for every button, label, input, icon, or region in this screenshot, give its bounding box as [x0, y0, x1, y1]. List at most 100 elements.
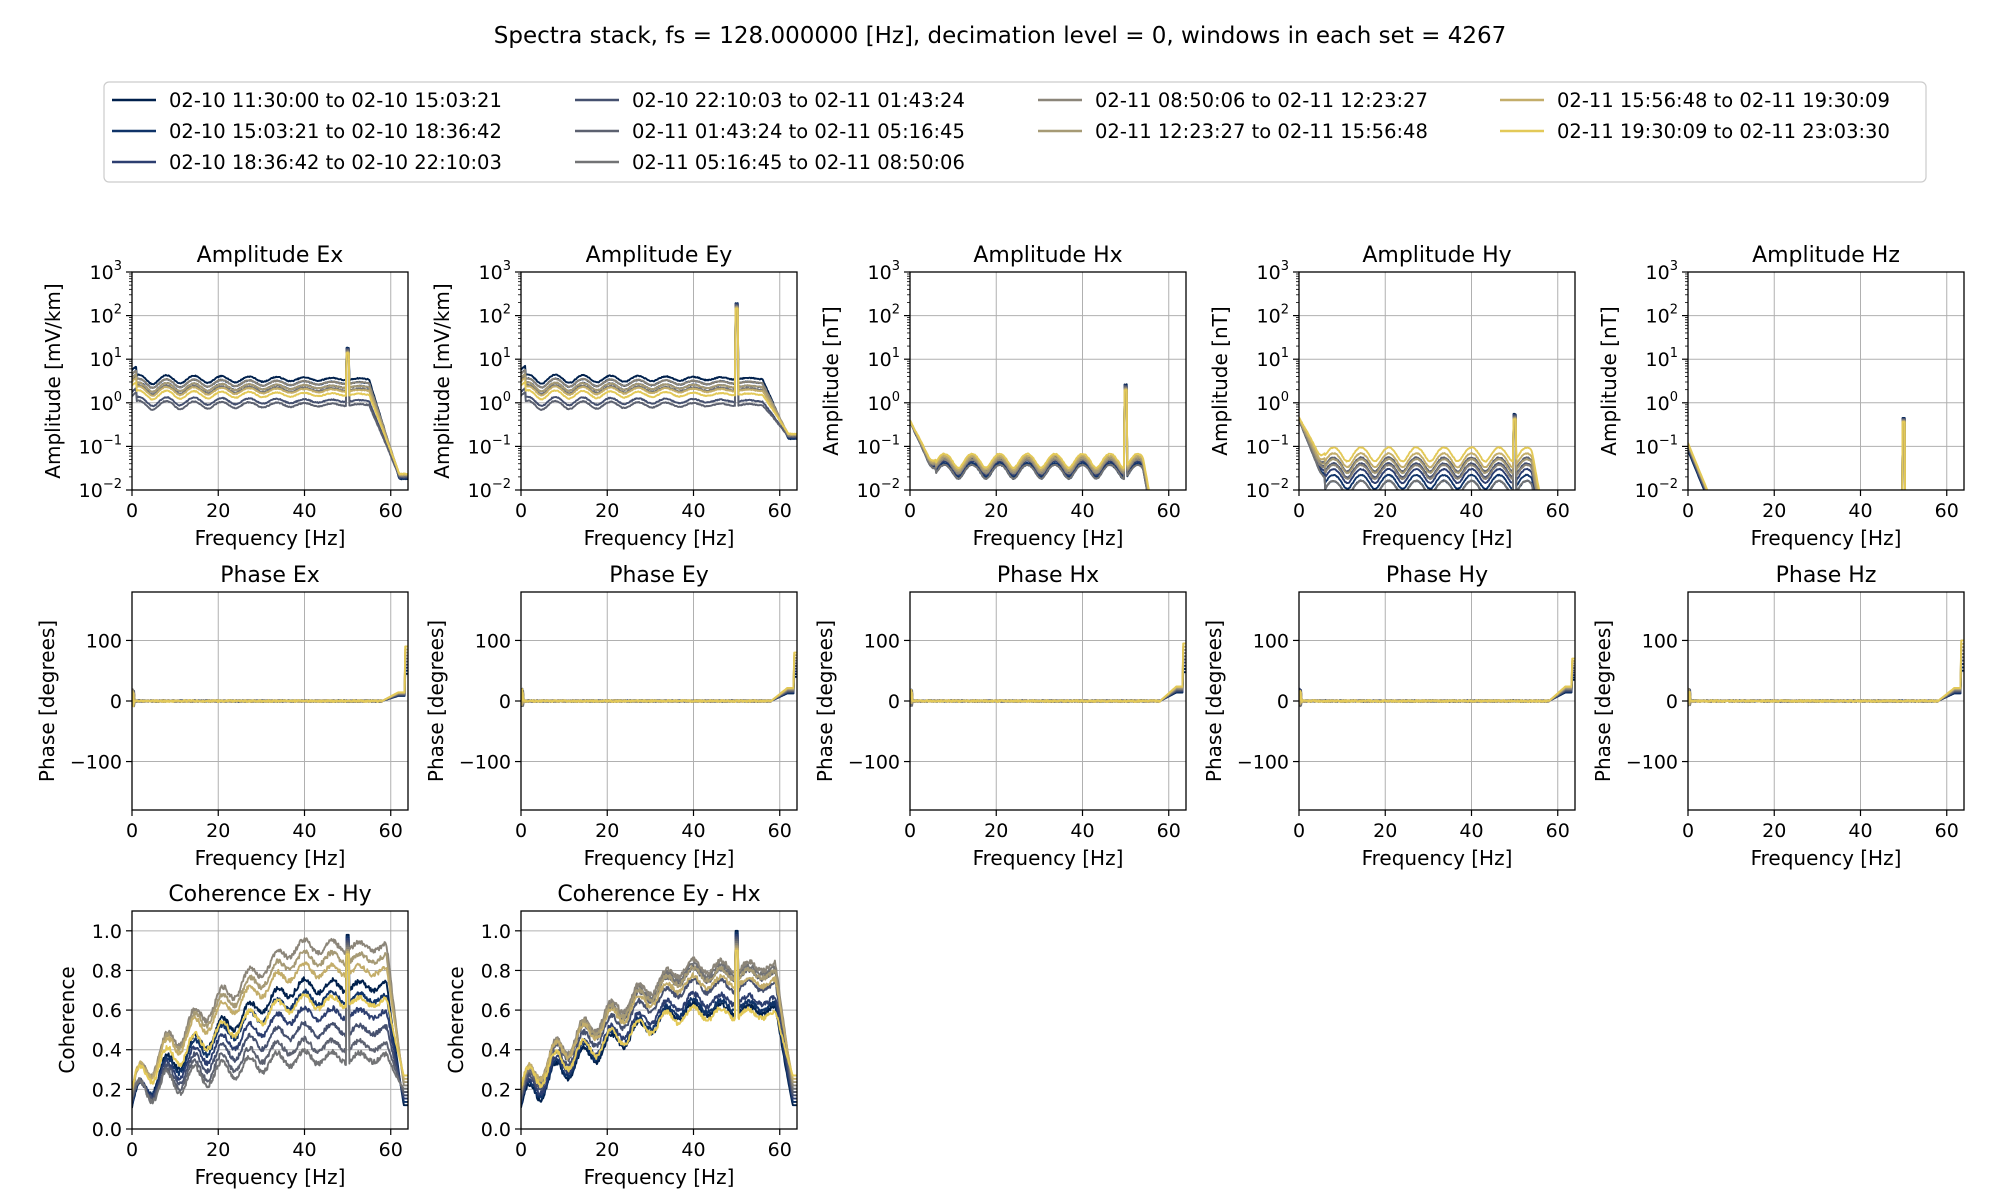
series-line	[1299, 415, 1534, 490]
series-line	[1688, 646, 1964, 704]
x-tick-label: 20	[1373, 500, 1397, 522]
series-line	[521, 667, 797, 703]
series-line	[910, 652, 1186, 703]
legend: 02-10 11:30:00 to 02-10 15:03:21 02-10 15…	[103, 81, 1927, 183]
series-line	[1688, 666, 1964, 706]
series-line	[521, 304, 797, 438]
series-line	[1688, 656, 1964, 707]
series-line	[910, 642, 1186, 703]
y-tick-label: 10−1	[79, 433, 122, 458]
y-tick-label: 102	[1646, 303, 1678, 328]
y-axis-label: Phase [degrees]	[35, 620, 59, 782]
x-tick-label: 60	[379, 500, 403, 522]
series-line	[1299, 660, 1575, 705]
x-axis-label: Frequency [Hz]	[1362, 846, 1513, 870]
series-line	[132, 944, 408, 1105]
series-line	[132, 347, 408, 480]
panel-coh_exhy: 0 20 40 60 0.0 0.2 0.4 0.6 0.8 1.0 Coherence Ex - …	[55, 882, 409, 1189]
legend-entry: 02-11 12:23:27 to 02-11 15:56:48	[1095, 120, 1428, 143]
series-line	[521, 932, 797, 1106]
x-axis-label: Frequency [Hz]	[973, 846, 1124, 870]
panel-title: Coherence Ex - Hy	[168, 882, 371, 907]
x-tick-label: 40	[1459, 820, 1483, 842]
series-line	[521, 307, 797, 436]
x-tick-label: 40	[681, 1139, 705, 1161]
legend-frame	[103, 81, 1927, 183]
series-line	[910, 648, 1186, 704]
y-tick-label: 101	[868, 346, 900, 371]
y-axis-label: Amplitude [mV/km]	[41, 283, 65, 478]
x-tick-label: 0	[1682, 500, 1694, 522]
y-axis-label: Phase [degrees]	[1591, 620, 1615, 782]
series-line	[521, 936, 797, 1102]
x-tick-label: 40	[1848, 820, 1872, 842]
x-tick-label: 40	[292, 1139, 316, 1161]
series-line	[1299, 416, 1537, 490]
y-tick-label: 100	[1257, 390, 1289, 415]
series-lines	[1299, 412, 1541, 490]
series-line	[521, 947, 797, 1090]
panel-title: Phase Ex	[220, 563, 320, 588]
series-line	[132, 348, 408, 479]
series-line	[521, 656, 797, 707]
series-line	[1688, 420, 1906, 490]
series-line	[1688, 418, 1906, 490]
series-line	[132, 351, 408, 476]
series-line	[910, 664, 1186, 706]
series-lines	[132, 645, 408, 708]
x-axis-label: Frequency [Hz]	[973, 526, 1124, 550]
x-tick-label: 0	[515, 1139, 527, 1161]
series-line	[521, 302, 797, 441]
legend-entry: 02-11 05:16:45 to 02-11 08:50:06	[632, 151, 965, 174]
legend-entry: 02-11 08:50:06 to 02-11 12:23:27	[1095, 89, 1428, 112]
y-tick-label: 1.0	[92, 921, 122, 943]
axes-frame	[131, 910, 409, 1130]
x-tick-label: 20	[984, 500, 1008, 522]
axes-frame	[1298, 271, 1576, 491]
y-tick-label: 103	[1646, 259, 1678, 284]
series-line	[1688, 663, 1964, 703]
y-tick-label: 100	[475, 630, 511, 652]
series-line	[1688, 418, 1906, 490]
series-line	[1688, 649, 1964, 705]
panel-title: Phase Hz	[1776, 563, 1877, 588]
x-tick-label: 40	[681, 820, 705, 842]
x-tick-label: 0	[1682, 820, 1694, 842]
series-line	[132, 940, 408, 1102]
axes-frame	[520, 910, 798, 1130]
y-tick-label: 103	[90, 259, 122, 284]
series-line	[521, 934, 797, 1104]
series-line	[521, 665, 797, 703]
series-line	[1688, 417, 1906, 490]
x-tick-label: 20	[595, 500, 619, 522]
panel-coh_eyhx: 0 20 40 60 0.0 0.2 0.4 0.6 0.8 1.0 Coherence Ey - …	[444, 882, 798, 1189]
x-tick-label: 60	[1546, 500, 1570, 522]
y-tick-label: 0.0	[481, 1119, 511, 1141]
y-axis-label: Coherence	[55, 966, 79, 1073]
panel-title: Phase Hx	[997, 563, 1099, 588]
series-line	[132, 933, 408, 1109]
x-axis-label: Frequency [Hz]	[1751, 526, 1902, 550]
y-tick-label: 101	[90, 346, 122, 371]
x-tick-label: 40	[1848, 500, 1872, 522]
y-axis-label: Coherence	[444, 966, 468, 1073]
series-lines	[521, 929, 797, 1108]
x-axis-label: Frequency [Hz]	[195, 526, 346, 550]
panel-ph_hz: 0 20 40 60 100 0 −100 Phase Hz Frequency [Hz] Pha…	[1591, 563, 1965, 870]
legend-entry: 02-10 22:10:03 to 02-11 01:43:24	[632, 89, 965, 112]
y-tick-label: 103	[479, 259, 511, 284]
panel-ph_hx: 0 20 40 60 100 0 −100 Phase Hx Frequency [Hz] Pha…	[813, 563, 1187, 870]
panel-title: Amplitude Hz	[1752, 243, 1900, 268]
y-tick-label: 10−1	[1246, 433, 1289, 458]
legend-entry: 02-11 15:56:48 to 02-11 19:30:09	[1557, 89, 1890, 112]
y-tick-label: 0	[888, 691, 900, 713]
y-tick-label: 10−2	[468, 477, 511, 502]
y-tick-label: 101	[1257, 346, 1289, 371]
y-axis-label: Phase [degrees]	[424, 620, 448, 782]
y-tick-label: 101	[1646, 346, 1678, 371]
x-tick-label: 20	[1762, 820, 1786, 842]
y-tick-label: 102	[868, 303, 900, 328]
series-line	[910, 386, 1148, 490]
series-line	[1299, 417, 1539, 490]
series-line	[1299, 671, 1575, 703]
